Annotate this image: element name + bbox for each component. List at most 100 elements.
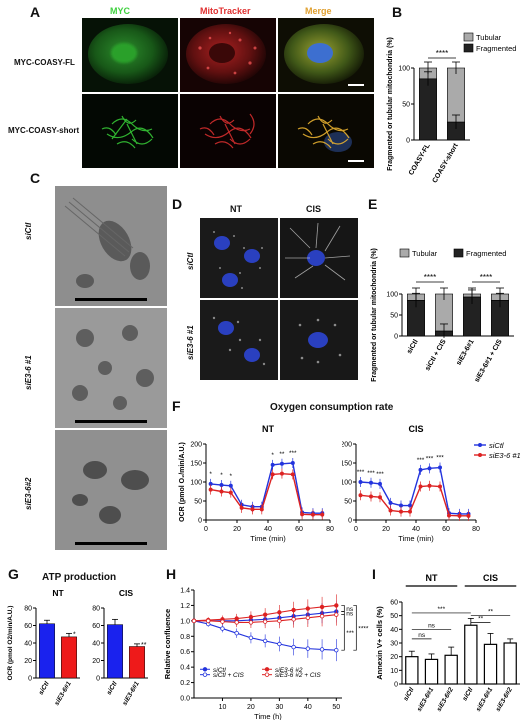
G_CIS-y-tick-label: 60: [92, 623, 100, 630]
F_CIS-series-point: [378, 495, 382, 500]
B-y-label: Fragmented or tubular mitochondria (%): [387, 37, 394, 171]
F_CIS-subtitle: CIS: [408, 424, 423, 434]
E-x-tick-label: siE3-6#1 + CIS: [474, 338, 504, 383]
G_CIS-bar: [107, 624, 123, 679]
E-x-tick-label: siCtl + CIS: [424, 338, 448, 372]
chart-g-nt: 0 20 40 60 80 OCR (pmol O2/min/A.U.) NT siCtl * s…: [7, 588, 80, 707]
F_NT-star: ***: [289, 450, 297, 457]
g-title: ATP production: [42, 572, 117, 583]
chart-e: 0 50 100 Fragmented or tubular mitochondria…: [371, 248, 514, 384]
F_NT-subtitle: NT: [262, 424, 274, 434]
E-x-tick-label: siCtl: [406, 338, 420, 355]
B-y-tick-label: 100: [398, 66, 410, 73]
F_CIS-series-point: [399, 503, 403, 508]
G_NT-y-tick-label: 0: [28, 676, 32, 683]
H-series-point: [234, 620, 239, 625]
F_CIS-series-point: [399, 509, 403, 514]
F_CIS-series-point: [358, 493, 363, 498]
B-legend-label: Fragmented: [476, 44, 516, 53]
micrograph-a-merge-short: [278, 94, 374, 168]
H-legend-marker: [264, 672, 270, 677]
chart-h: 0.0 0.2 0.4 0.6 0.8 1.0 1.2 1.4 Relative conflue…: [163, 588, 369, 721]
F_CIS-x-tick-label: 0: [354, 526, 358, 533]
E-y-tick-label: 0: [394, 334, 398, 341]
col-header-mitotracker: MitoTracker: [200, 6, 251, 16]
H-series-point: [291, 644, 296, 650]
panel-letter-e: E: [368, 196, 378, 212]
panel-letter-i: I: [372, 566, 376, 582]
I-x-tick-label: siCtl: [402, 686, 415, 702]
H-y-tick-label: 0.0: [180, 696, 190, 703]
H-series-point: [305, 615, 311, 620]
F_NT-y-tick-label: 100: [190, 480, 202, 487]
I-y-tick-label: 60: [390, 600, 398, 607]
panel-letter-h: H: [166, 566, 177, 582]
F_CIS-x-label: Time (min): [398, 534, 434, 543]
I-group-label: NT: [426, 573, 438, 583]
micrograph-d-sie3-6-cis: [280, 300, 358, 380]
F_CIS-series-point: [427, 466, 432, 471]
F_NT-y-tick-label: 50: [194, 499, 202, 506]
H-series-point: [277, 641, 282, 647]
I-significance-label: ***: [438, 606, 446, 613]
G_CIS-y-tick-label: 80: [92, 606, 100, 613]
B-y-tick-label: 0: [406, 138, 410, 145]
I-y-tick-label: 10: [390, 668, 398, 675]
H-x-tick-label: 30: [275, 704, 283, 711]
H-series-point: [262, 638, 268, 644]
H-series-point: [319, 647, 325, 652]
I-significance-label: ns: [428, 622, 436, 629]
I-y-tick-label: 20: [390, 654, 398, 661]
H-series-point: [234, 631, 239, 636]
micrograph-c-sie3-6-2: [55, 430, 167, 550]
I-y-tick-label: 50: [390, 613, 398, 620]
I-bar: [405, 656, 419, 685]
chart-g-cis: 0 20 40 60 80 CIS siCtl ** siE3-6#1: [92, 588, 148, 707]
G_CIS-subtitle: CIS: [119, 588, 134, 598]
I-y-tick-label: 40: [390, 627, 398, 634]
E-y-label: Fragmented or tubular mitochondria (%): [371, 248, 378, 382]
H-significance-bracket: [341, 614, 345, 651]
d-col-header-cis: CIS: [306, 204, 322, 214]
F_CIS-x-tick-label: 20: [382, 526, 390, 533]
F_NT-x-tick-label: 60: [295, 526, 303, 533]
F_CIS-series-point: [388, 508, 393, 513]
H-legend-label: siE3-6 #2 + CIS: [275, 672, 321, 679]
micrograph-a-mito-fl: [180, 18, 276, 92]
I-group-label: CIS: [483, 573, 498, 583]
H-significance-bracket: [341, 605, 345, 612]
F_CIS-y-tick-label: 200: [342, 442, 352, 449]
H-significance-label: ***: [346, 630, 354, 637]
F_NT-series-point: [310, 512, 315, 517]
B-bar-tubular: [447, 67, 465, 123]
panel-letter-b: B: [392, 4, 403, 20]
I-significance-label: ns: [418, 632, 426, 639]
F_NT-series-point: [290, 472, 295, 477]
F_CIS-x-tick-label: 80: [472, 526, 480, 533]
F_NT-series-point: [279, 461, 284, 466]
F_CIS-series-point: [369, 480, 373, 485]
B-significance-label: ****: [436, 49, 448, 58]
F_NT-x-tick-label: 40: [264, 526, 272, 533]
F_NT-x-tick-label: 0: [204, 526, 208, 533]
H-series-point: [248, 635, 254, 641]
E-legend-label: Tubular: [412, 249, 438, 258]
H-x-tick-label: 10: [219, 704, 227, 711]
H-legend-marker: [202, 667, 208, 672]
H-series-point: [334, 612, 339, 617]
E-y-tick-label: 50: [390, 313, 398, 320]
H-significance-bracket: [341, 611, 345, 616]
H-y-tick-label: 1.0: [180, 618, 190, 625]
F_NT-y-tick-label: 0: [198, 518, 202, 525]
E-legend-label: Fragmented: [466, 249, 506, 258]
H-y-tick-label: 0.2: [180, 680, 190, 687]
F_CIS-star: ***: [367, 470, 375, 477]
I-x-tick-label: siE3-6#1: [475, 686, 494, 713]
I-bar: [483, 643, 498, 685]
F_NT-series-point: [228, 483, 233, 488]
H-legend-label: siCtl: [213, 667, 226, 674]
I-y-tick-label: 0: [394, 682, 398, 689]
G_NT-subtitle: NT: [52, 588, 64, 598]
H-legend-marker: [264, 667, 270, 672]
F_NT-series-line: [210, 472, 323, 516]
